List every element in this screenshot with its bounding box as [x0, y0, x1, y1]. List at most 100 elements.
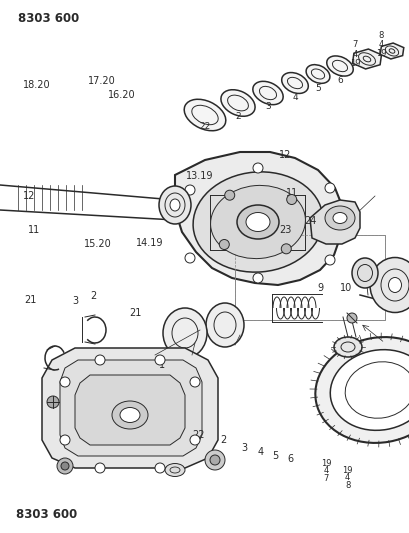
Circle shape: [286, 195, 296, 205]
Ellipse shape: [306, 64, 329, 83]
Text: 6: 6: [287, 455, 292, 464]
Ellipse shape: [252, 82, 283, 104]
Text: 4: 4: [344, 473, 349, 482]
Ellipse shape: [120, 408, 139, 423]
Ellipse shape: [205, 303, 243, 347]
Text: 4: 4: [292, 93, 297, 101]
Text: 2: 2: [235, 111, 240, 120]
Text: 19: 19: [375, 49, 385, 58]
Ellipse shape: [184, 99, 225, 131]
Text: 12: 12: [278, 150, 290, 160]
Circle shape: [390, 300, 398, 308]
Circle shape: [60, 377, 70, 387]
Text: 3: 3: [265, 101, 270, 110]
Text: 8: 8: [344, 481, 350, 489]
Ellipse shape: [112, 401, 148, 429]
Text: 15.20: 15.20: [83, 239, 111, 249]
Text: 8303 600: 8303 600: [18, 12, 79, 25]
Text: 5: 5: [315, 84, 320, 93]
Text: 1: 1: [159, 360, 164, 370]
Ellipse shape: [220, 90, 254, 116]
Ellipse shape: [330, 350, 409, 430]
Circle shape: [373, 281, 381, 289]
Text: 3: 3: [73, 296, 79, 306]
Circle shape: [407, 281, 409, 289]
Circle shape: [47, 396, 59, 408]
Text: 22: 22: [192, 431, 204, 440]
Ellipse shape: [193, 172, 322, 272]
Circle shape: [219, 239, 229, 249]
Text: 19: 19: [349, 59, 360, 68]
Text: 17.20: 17.20: [88, 76, 115, 86]
Text: 14.19: 14.19: [135, 238, 163, 247]
Text: 3: 3: [240, 443, 246, 453]
Polygon shape: [309, 200, 359, 244]
Circle shape: [95, 463, 105, 473]
Polygon shape: [379, 43, 403, 59]
Text: 4: 4: [257, 447, 263, 457]
Text: 4: 4: [378, 39, 383, 49]
Text: 8303 600: 8303 600: [16, 508, 77, 521]
Polygon shape: [60, 360, 202, 456]
Circle shape: [252, 273, 262, 283]
Text: 9: 9: [317, 283, 323, 293]
Circle shape: [155, 355, 164, 365]
Ellipse shape: [351, 258, 377, 288]
Text: 8: 8: [378, 30, 383, 39]
Circle shape: [184, 253, 195, 263]
Text: 13.19: 13.19: [185, 171, 213, 181]
Text: 4: 4: [323, 466, 328, 475]
Text: 7: 7: [322, 474, 328, 482]
Circle shape: [95, 355, 105, 365]
Text: 16.20: 16.20: [107, 90, 135, 100]
Circle shape: [390, 262, 398, 270]
Circle shape: [324, 255, 334, 265]
Ellipse shape: [164, 464, 184, 477]
Text: 21: 21: [25, 295, 37, 304]
Polygon shape: [42, 348, 218, 468]
Polygon shape: [352, 49, 380, 69]
Circle shape: [209, 455, 220, 465]
Text: 21: 21: [129, 309, 141, 318]
Text: 6: 6: [336, 76, 342, 85]
Circle shape: [155, 463, 164, 473]
Polygon shape: [75, 375, 184, 445]
Circle shape: [189, 377, 200, 387]
Text: 25: 25: [330, 212, 343, 222]
Polygon shape: [175, 152, 342, 285]
Ellipse shape: [369, 257, 409, 312]
Circle shape: [184, 185, 195, 195]
Text: 11: 11: [285, 189, 297, 198]
Circle shape: [189, 435, 200, 445]
Ellipse shape: [326, 56, 353, 76]
Ellipse shape: [245, 213, 270, 231]
Ellipse shape: [236, 205, 278, 239]
Ellipse shape: [333, 337, 361, 357]
Circle shape: [224, 190, 234, 200]
Text: 18.20: 18.20: [23, 80, 51, 90]
Text: 23: 23: [279, 225, 291, 235]
Text: 4: 4: [351, 50, 357, 59]
Circle shape: [57, 458, 73, 474]
Circle shape: [61, 462, 69, 470]
Text: 22: 22: [199, 122, 210, 131]
Text: 19: 19: [320, 459, 330, 467]
Circle shape: [252, 163, 262, 173]
Circle shape: [324, 183, 334, 193]
Ellipse shape: [315, 337, 409, 443]
Ellipse shape: [170, 199, 180, 211]
Text: 24: 24: [304, 216, 316, 226]
Ellipse shape: [159, 186, 191, 224]
Ellipse shape: [324, 206, 354, 230]
Circle shape: [204, 450, 225, 470]
Text: 5: 5: [272, 451, 278, 461]
Text: 11: 11: [28, 225, 40, 235]
Text: 2: 2: [220, 435, 226, 445]
Circle shape: [281, 244, 290, 254]
Ellipse shape: [281, 72, 308, 93]
Text: 2: 2: [90, 291, 97, 301]
Text: 19: 19: [342, 466, 352, 474]
Text: 7: 7: [351, 39, 357, 49]
Ellipse shape: [210, 185, 305, 259]
Ellipse shape: [388, 278, 400, 293]
